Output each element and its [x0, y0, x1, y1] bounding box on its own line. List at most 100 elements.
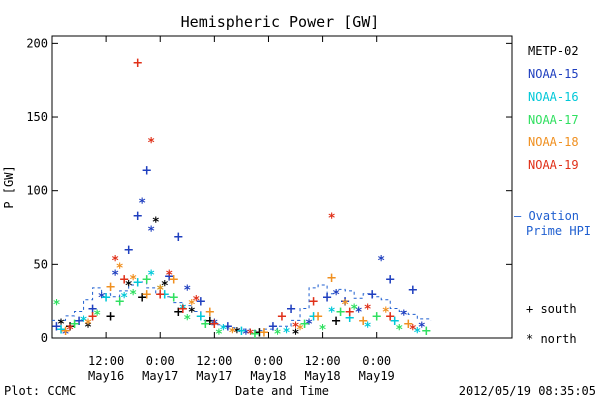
- marker-noaa-17-south: +: [299, 317, 310, 332]
- data-markers: * + *+*+**+ *+* + *++*++**++*+*++*+* +*++*+ * +*…: [51, 56, 432, 343]
- marker-noaa-16-north: *: [179, 303, 186, 318]
- marker-noaa-19-north: *: [364, 303, 371, 318]
- marker-noaa-15-north: *: [378, 254, 385, 269]
- marker-noaa-15-south: +: [322, 290, 333, 305]
- marker-noaa-19-south: +: [177, 302, 188, 317]
- marker-noaa-15-north: *: [139, 197, 146, 212]
- marker-noaa-18-north: *: [157, 283, 164, 298]
- y-axis: 0 50 100 150 200: [26, 36, 512, 345]
- marker-noaa-16-north: *: [121, 291, 128, 306]
- marker-noaa-18-north: *: [297, 323, 304, 338]
- marker-noaa-17-south: +: [141, 273, 152, 288]
- marker-noaa-19-north: *: [409, 323, 416, 338]
- marker-noaa-15-north: *: [148, 225, 155, 240]
- y-tick-label: 200: [26, 36, 48, 50]
- marker-noaa-15-south: +: [367, 287, 378, 302]
- marker-noaa-17-north: *: [94, 308, 101, 323]
- marker-noaa-19-south: +: [209, 317, 220, 332]
- marker-noaa-19-south: +: [87, 309, 98, 324]
- marker-metp-02-north: *: [233, 326, 240, 341]
- marker-noaa-18-south: +: [326, 271, 337, 286]
- marker-noaa-16-north: *: [283, 326, 290, 341]
- marker-noaa-15-north: *: [211, 317, 218, 332]
- marker-noaa-17-north: *: [157, 283, 164, 298]
- marker-noaa-16-south: +: [101, 290, 112, 305]
- marker-noaa-16-north: *: [80, 314, 87, 329]
- marker-noaa-16-north: *: [328, 306, 335, 321]
- marker-metp-02-south: +: [65, 320, 76, 335]
- marker-noaa-16-north: *: [364, 320, 371, 335]
- marker-noaa-19-south: +: [155, 287, 166, 302]
- marker-noaa-18-south: +: [259, 326, 270, 341]
- marker-noaa-16-south: +: [236, 324, 247, 339]
- legend-item-noaa-17: NOAA-17: [528, 113, 579, 127]
- x-axis: 12:00May160:00May1712:00May170:00May1812…: [88, 36, 395, 383]
- y-tick-label: 50: [34, 257, 48, 271]
- marker-noaa-18-south: +: [141, 287, 152, 302]
- x-tick-label-time: 12:00: [305, 354, 341, 368]
- marker-noaa-16-south: +: [389, 314, 400, 329]
- marker-noaa-17-north: *: [274, 328, 281, 343]
- chart-title: Hemispheric Power [GW]: [181, 13, 380, 31]
- marker-noaa-15-south: +: [385, 273, 396, 288]
- x-tick-label-date: May18: [305, 369, 341, 383]
- marker-noaa-17-north: *: [184, 313, 191, 328]
- legend-item-noaa-18: NOAA-18: [528, 135, 579, 149]
- ovation-prime-hpi-line: [52, 281, 432, 332]
- marker-noaa-17-north: *: [215, 328, 222, 343]
- marker-noaa-19-south: +: [132, 56, 143, 71]
- marker-noaa-18-south: +: [168, 273, 179, 288]
- marker-noaa-16-south: +: [132, 276, 143, 291]
- x-tick-label-date: May16: [88, 369, 124, 383]
- marker-noaa-15-south: +: [340, 295, 351, 310]
- marker-noaa-19-south: +: [308, 295, 319, 310]
- marker-noaa-15-south: +: [173, 230, 184, 245]
- y-axis-label: P [GW]: [2, 165, 16, 208]
- x-tick-label-date: May18: [250, 369, 286, 383]
- plot-timestamp: 2012/05/19 08:35:05: [459, 384, 596, 398]
- marker-metp-02-south: +: [204, 314, 215, 329]
- x-tick-label-time: 0:00: [362, 354, 391, 368]
- marker-noaa-19-north: *: [328, 211, 335, 226]
- marker-noaa-18-south: +: [403, 317, 414, 332]
- marker-noaa-15-north: *: [306, 317, 313, 332]
- legend-item-noaa-19: NOAA-19: [528, 158, 579, 172]
- marker-noaa-15-north: *: [355, 306, 362, 321]
- marker-noaa-16-south: +: [195, 309, 206, 324]
- marker-noaa-15-south: +: [141, 164, 152, 179]
- marker-noaa-16-north: *: [414, 326, 421, 341]
- marker-noaa-17-south: +: [249, 327, 260, 342]
- marker-noaa-15-south: +: [286, 302, 297, 317]
- marker-noaa-16-north: *: [220, 323, 227, 338]
- marker-noaa-15-south: +: [87, 302, 98, 317]
- marker-noaa-15-south: +: [222, 320, 233, 335]
- marker-noaa-17-north: *: [319, 323, 326, 338]
- legend-item-noaa-15: NOAA-15: [528, 67, 579, 81]
- x-tick-label-date: May17: [142, 369, 178, 383]
- x-tick-label-time: 12:00: [88, 354, 124, 368]
- marker-noaa-18-north: *: [188, 298, 195, 313]
- plot-frame: [51, 35, 513, 339]
- marker-noaa-15-north: *: [184, 283, 191, 298]
- marker-noaa-18-north: *: [85, 317, 92, 332]
- marker-noaa-15-north: *: [62, 328, 69, 343]
- legend-south-marker: + south: [526, 302, 577, 316]
- marker-noaa-19-north: *: [193, 294, 200, 309]
- marker-noaa-18-north: *: [229, 326, 236, 341]
- marker-noaa-15-north: *: [112, 269, 119, 284]
- marker-metp-02-south: +: [105, 309, 116, 324]
- marker-noaa-19-north: *: [247, 328, 254, 343]
- marker-noaa-18-south: +: [60, 324, 71, 339]
- marker-noaa-15-north: *: [98, 291, 105, 306]
- marker-metp-02-south: +: [173, 305, 184, 320]
- x-axis-label: Date and Time: [235, 384, 329, 398]
- y-tick-label: 150: [26, 110, 48, 124]
- marker-noaa-15-south: +: [123, 243, 134, 258]
- legend-ovation-line1: – Ovation: [514, 209, 579, 223]
- x-tick-label-date: May17: [196, 369, 232, 383]
- marker-noaa-18-north: *: [130, 273, 137, 288]
- marker-noaa-15-south: +: [132, 209, 143, 224]
- marker-noaa-15-north: *: [418, 320, 425, 335]
- marker-metp-02-south: +: [137, 290, 148, 305]
- legend-item-noaa-16: NOAA-16: [528, 90, 579, 104]
